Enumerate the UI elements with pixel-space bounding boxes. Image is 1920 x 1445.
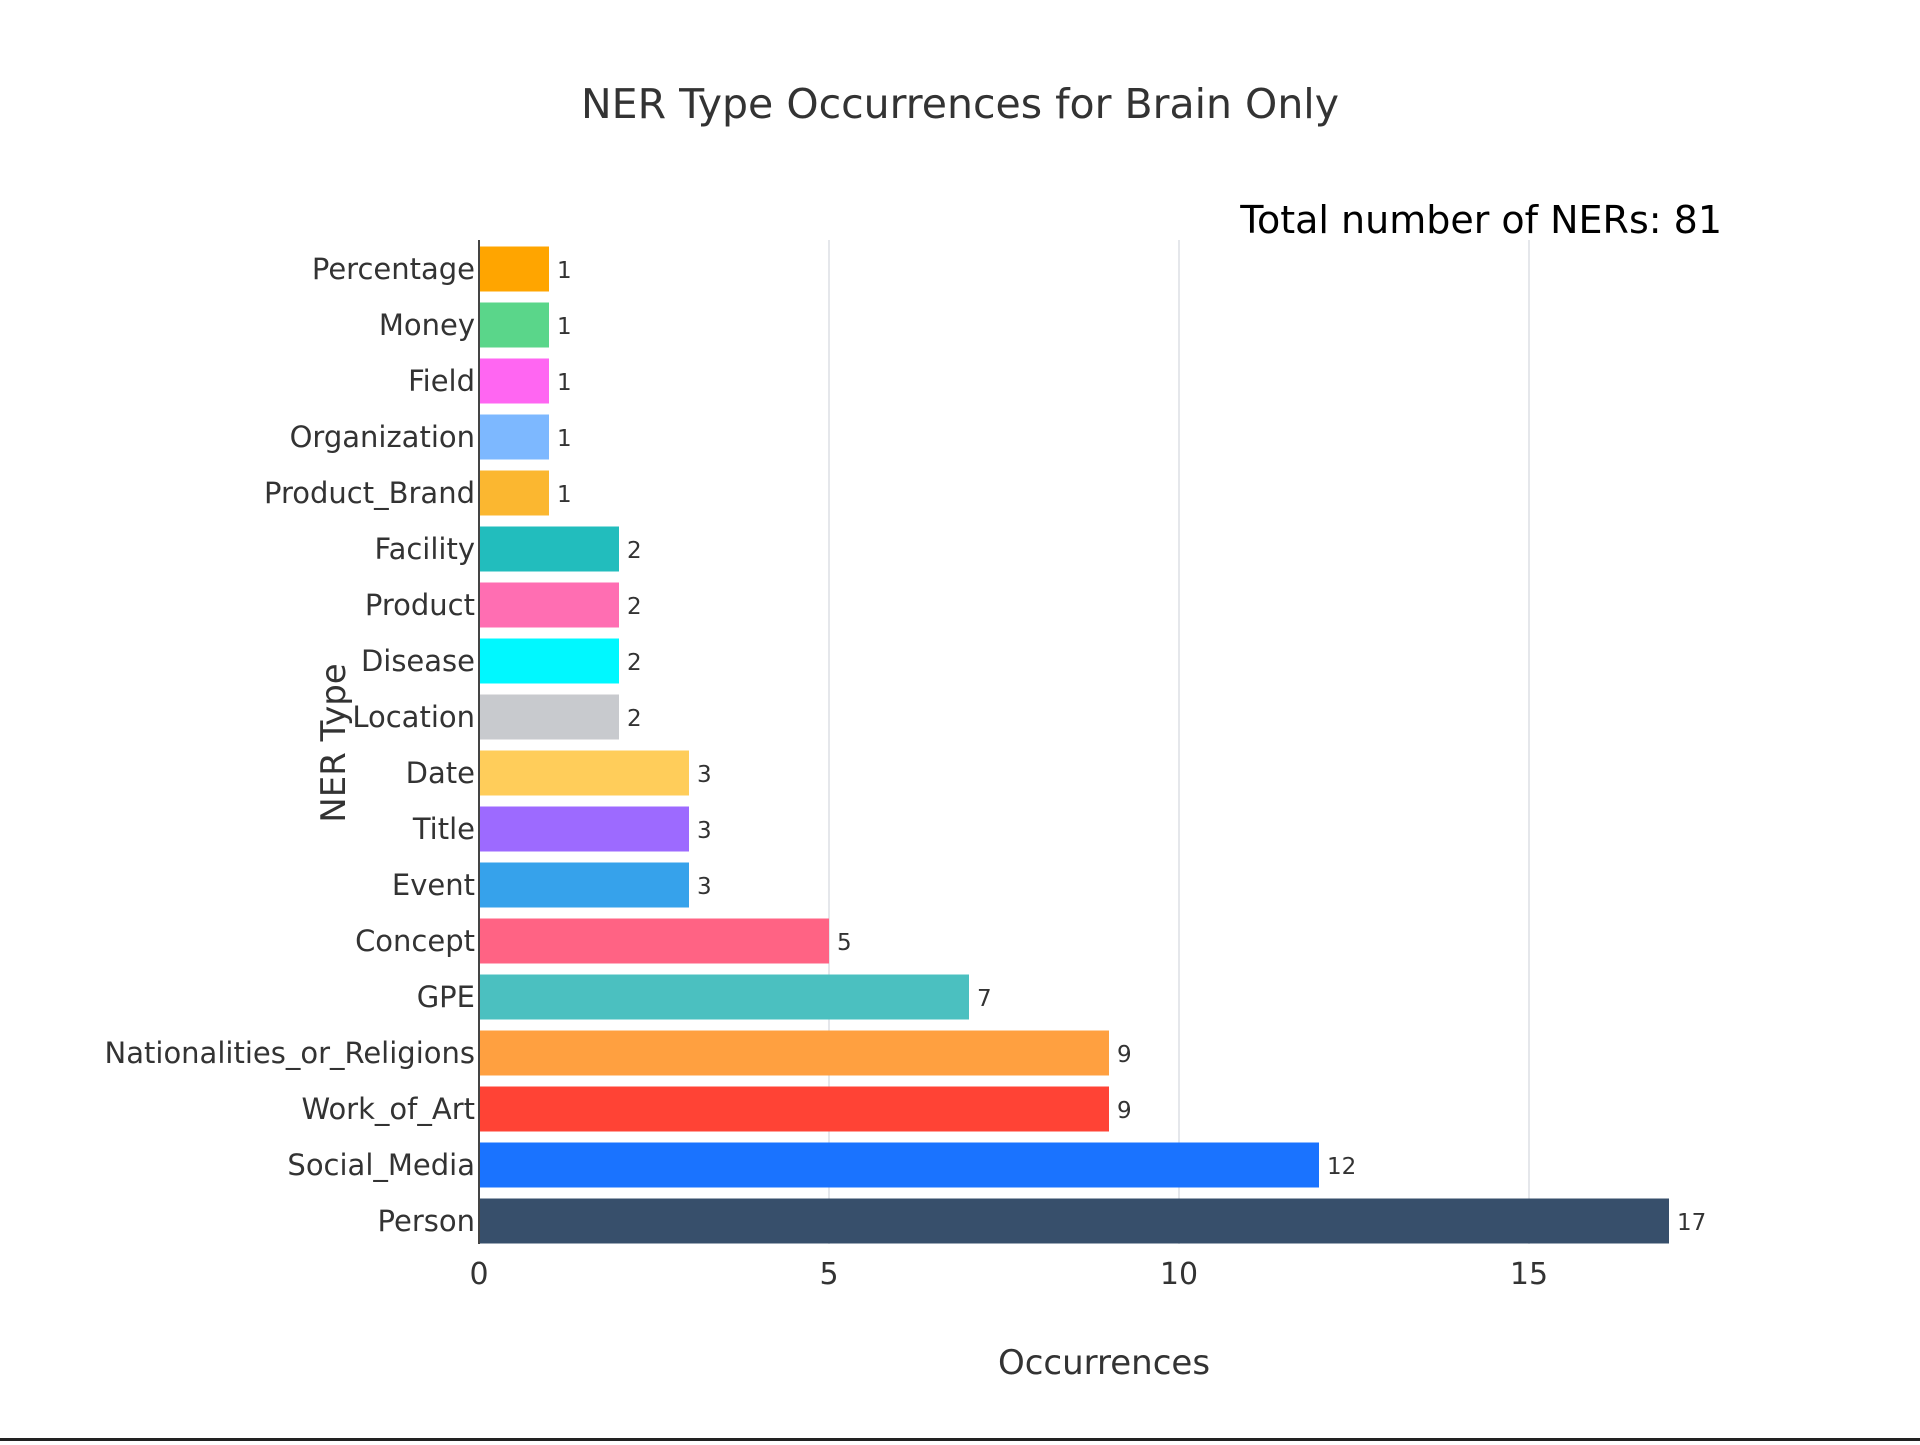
bar-value-label: 3 — [697, 874, 712, 900]
y-tick-label: Money — [379, 308, 475, 342]
bar-value-label: 2 — [627, 594, 642, 620]
y-tick-label: GPE — [417, 980, 475, 1014]
gridlines — [828, 240, 1530, 1244]
bars — [479, 246, 1669, 1244]
bar-field — [479, 358, 549, 404]
bar-disease — [479, 638, 619, 684]
bar-location — [479, 694, 619, 740]
bar-value-label: 9 — [1117, 1042, 1132, 1068]
bar-value-label: 1 — [557, 482, 572, 508]
y-tick-label: Concept — [355, 924, 475, 958]
bar-value-label: 2 — [627, 650, 642, 676]
total-annotation: Total number of NERs: 81 — [1239, 198, 1722, 242]
y-tick-label: Nationalities_or_Religions — [105, 1036, 475, 1070]
x-tick-label: 15 — [1510, 1257, 1548, 1292]
bottom-divider — [0, 1438, 1920, 1441]
bar-social-media — [479, 1142, 1319, 1188]
chart-title: NER Type Occurrences for Brain Only — [581, 80, 1339, 128]
bar-value-label: 9 — [1117, 1098, 1132, 1124]
bar-value-label: 5 — [837, 930, 852, 956]
bar-value-label: 1 — [557, 370, 572, 396]
x-axis-title: Occurrences — [998, 1343, 1210, 1383]
y-tick-label: Location — [352, 700, 475, 734]
y-tick-label: Work_of_Art — [301, 1092, 475, 1126]
bar-value-label: 7 — [977, 986, 992, 1012]
bar-event — [479, 862, 689, 908]
y-tick-label: Title — [412, 812, 475, 846]
y-tick-label: Percentage — [312, 252, 475, 286]
bar-value-label: 2 — [627, 538, 642, 564]
bar-date — [479, 750, 689, 796]
bar-person — [479, 1198, 1669, 1244]
bar-value-label: 1 — [557, 426, 572, 452]
y-tick-label: Person — [378, 1204, 475, 1238]
y-tick-label: Social_Media — [287, 1148, 475, 1182]
bar-title — [479, 806, 689, 852]
y-tick-label: Disease — [361, 644, 475, 678]
y-tick-label: Field — [408, 364, 475, 398]
y-tick-label: Product — [365, 588, 475, 622]
bar-product-brand — [479, 470, 549, 516]
x-tick-label: 0 — [469, 1257, 488, 1292]
x-tick-label: 5 — [819, 1257, 838, 1292]
y-tick-label: Organization — [290, 420, 475, 454]
bar-gpe — [479, 974, 969, 1020]
bar-money — [479, 302, 549, 348]
y-tick-label: Product_Brand — [264, 476, 475, 510]
x-tick-label: 10 — [1160, 1257, 1198, 1292]
bar-value-label: 3 — [697, 818, 712, 844]
bar-organization — [479, 414, 549, 460]
bar-value-label: 12 — [1327, 1154, 1356, 1180]
bar-value-label: 1 — [557, 314, 572, 340]
y-tick-label: Facility — [375, 532, 475, 566]
bar-product — [479, 582, 619, 628]
y-axis-title: NER Type — [314, 663, 354, 822]
bar-value-label: 3 — [697, 762, 712, 788]
bar-value-label: 1 — [557, 258, 572, 284]
bar-concept — [479, 918, 829, 964]
bar-value-label: 17 — [1677, 1210, 1706, 1236]
y-tick-label: Event — [392, 868, 475, 902]
bar-nationalities-or-religions — [479, 1030, 1109, 1076]
bar-facility — [479, 526, 619, 572]
bar-work-of-art — [479, 1086, 1109, 1132]
bar-percentage — [479, 246, 549, 292]
bar-value-label: 2 — [627, 706, 642, 732]
y-tick-label: Date — [406, 756, 475, 790]
